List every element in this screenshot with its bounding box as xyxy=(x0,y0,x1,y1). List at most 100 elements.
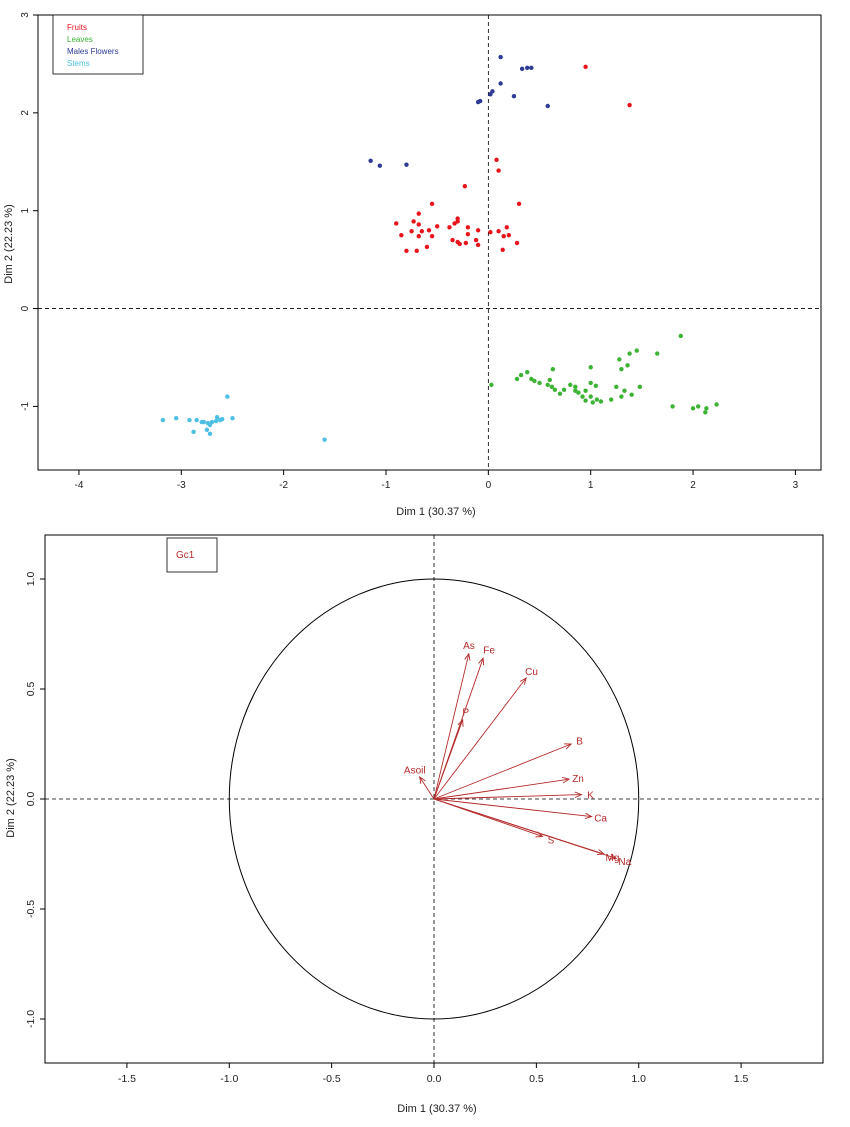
x-tick-label: -3 xyxy=(177,480,186,491)
point-males-flowers xyxy=(511,94,517,99)
legend: Gc1 xyxy=(166,537,218,573)
point-fruits xyxy=(409,229,414,234)
point-fruits xyxy=(506,232,512,238)
x-tick-label: 2 xyxy=(690,480,696,491)
legend-label-males-flowers: Males Flowers xyxy=(67,47,119,56)
point-males-flowers xyxy=(545,103,550,109)
x-tick-label: -1 xyxy=(382,480,391,491)
point-fruits xyxy=(450,237,455,243)
x-tick-label: -1.0 xyxy=(220,1073,238,1085)
y-axis-ticks: -1 0 1 2 3 xyxy=(20,12,38,411)
arrow-ca xyxy=(433,798,592,818)
point-leaves xyxy=(588,365,593,370)
point-stems xyxy=(213,418,219,424)
arrow-label-p: P xyxy=(462,707,469,718)
y-tick-label: 0.0 xyxy=(25,792,37,807)
point-stems xyxy=(207,431,213,436)
x-tick-label: 1.0 xyxy=(631,1073,646,1085)
point-leaves xyxy=(614,384,619,390)
y-tick-label: -0.5 xyxy=(25,900,37,918)
point-fruits xyxy=(465,231,471,237)
y-tick-label: 3 xyxy=(20,12,31,18)
arrow-label-cu: Cu xyxy=(525,667,538,678)
point-leaves xyxy=(608,397,614,402)
legend-label-leaves: Leaves xyxy=(67,35,93,44)
point-males-flowers xyxy=(498,81,503,86)
point-leaves xyxy=(532,378,537,384)
point-fruits xyxy=(404,248,409,254)
y-tick-label: 2 xyxy=(20,110,31,116)
point-leaves xyxy=(695,404,701,409)
point-leaves xyxy=(549,384,555,390)
point-stems xyxy=(187,417,192,423)
point-leaves xyxy=(514,376,520,382)
point-stems xyxy=(207,422,213,428)
y-tick-label: 1 xyxy=(20,207,31,213)
point-leaves xyxy=(629,392,634,397)
point-fruits xyxy=(501,233,506,239)
arrow-label-as: As xyxy=(463,641,475,652)
point-leaves xyxy=(573,384,578,390)
point-fruits xyxy=(457,241,462,247)
legend-box xyxy=(52,14,144,75)
point-leaves xyxy=(703,410,708,415)
x-axis-ticks: -4 -3 -2 -1 0 1 2 3 xyxy=(74,470,799,491)
point-leaves xyxy=(619,367,624,372)
arrowhead-zn xyxy=(562,777,571,784)
y-tick-label: 0 xyxy=(20,305,31,311)
arrow-p xyxy=(433,719,464,800)
point-males-flowers xyxy=(368,158,373,163)
point-fruits xyxy=(500,247,505,253)
arrowhead-asoil xyxy=(419,776,426,784)
x-tick-label: 3 xyxy=(793,480,799,491)
point-fruits xyxy=(416,233,421,239)
point-leaves xyxy=(588,380,593,386)
point-stems xyxy=(214,414,220,420)
point-fruits xyxy=(447,225,452,230)
arrow-label-b: B xyxy=(576,737,583,748)
point-fruits xyxy=(426,228,432,233)
arrow-label-ca: Ca xyxy=(594,814,607,825)
arrow-label-zn: Zn xyxy=(572,774,584,785)
arrow-zn xyxy=(433,778,570,800)
point-leaves xyxy=(594,397,600,402)
point-males-flowers xyxy=(488,92,493,97)
point-leaves xyxy=(489,382,494,388)
plot-frame xyxy=(37,14,822,471)
point-males-flowers xyxy=(519,66,525,72)
point-fruits xyxy=(583,64,588,70)
x-tick-label: -4 xyxy=(74,480,83,491)
point-fruits xyxy=(463,240,469,246)
x-tick-label: -2 xyxy=(279,480,288,491)
point-leaves xyxy=(637,384,643,390)
arrow-b xyxy=(433,743,572,800)
point-leaves xyxy=(583,388,588,393)
arrowhead-cu xyxy=(519,677,527,685)
arrow-as xyxy=(433,653,470,800)
point-leaves xyxy=(690,406,696,411)
data-points xyxy=(160,54,719,442)
point-fruits xyxy=(414,248,419,254)
legend-label-stems: Stems xyxy=(67,59,90,68)
point-leaves xyxy=(583,398,588,403)
y-tick-label: -1 xyxy=(20,402,31,411)
point-leaves xyxy=(561,387,567,392)
point-leaves xyxy=(552,387,558,392)
point-fruits xyxy=(504,225,509,230)
point-males-flowers xyxy=(498,54,503,60)
point-fruits xyxy=(475,228,481,233)
point-fruits xyxy=(399,232,404,238)
point-fruits xyxy=(434,224,440,229)
arrowhead-ca xyxy=(584,812,593,820)
point-stems xyxy=(191,429,196,435)
y-tick-label: 1.0 xyxy=(25,572,37,587)
point-leaves xyxy=(545,382,550,388)
point-stems xyxy=(194,417,199,423)
point-fruits xyxy=(462,184,468,189)
point-fruits xyxy=(473,237,479,243)
x-axis-ticks: -1.5 -1.0 -0.5 0.0 0.5 1.0 1.5 xyxy=(118,1063,749,1085)
point-fruits xyxy=(488,230,493,235)
point-fruits xyxy=(429,201,435,207)
point-stems xyxy=(160,417,166,423)
individuals-factor-map: -4 -3 -2 -1 0 1 2 3 -1 0 1 2 3 Fruits Leaves Males Fl… xyxy=(3,12,822,518)
